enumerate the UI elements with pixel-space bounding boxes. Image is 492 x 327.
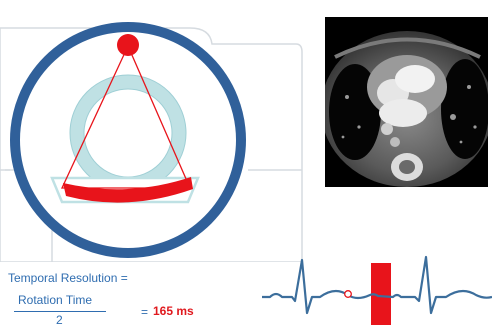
xray-fan-beam xyxy=(60,44,191,189)
ct-image xyxy=(325,17,488,187)
acquisition-window xyxy=(371,263,391,325)
detector-arc xyxy=(63,177,193,203)
ct-scanner-diagram xyxy=(0,22,303,262)
ecg-waveform xyxy=(262,255,492,325)
xray-source-icon xyxy=(117,34,139,56)
temporal-resolution-label: Temporal Resolution = xyxy=(8,271,128,285)
ecg-trace xyxy=(262,255,492,315)
fraction-bar xyxy=(14,311,106,312)
rotation-time-numerator: Rotation Time xyxy=(18,293,93,307)
denominator: 2 xyxy=(56,313,63,327)
equals-sign: = xyxy=(141,305,149,319)
gantry-ring xyxy=(10,22,246,258)
trigger-point-marker xyxy=(344,290,352,298)
temporal-resolution-value: 165 ms xyxy=(153,304,194,318)
